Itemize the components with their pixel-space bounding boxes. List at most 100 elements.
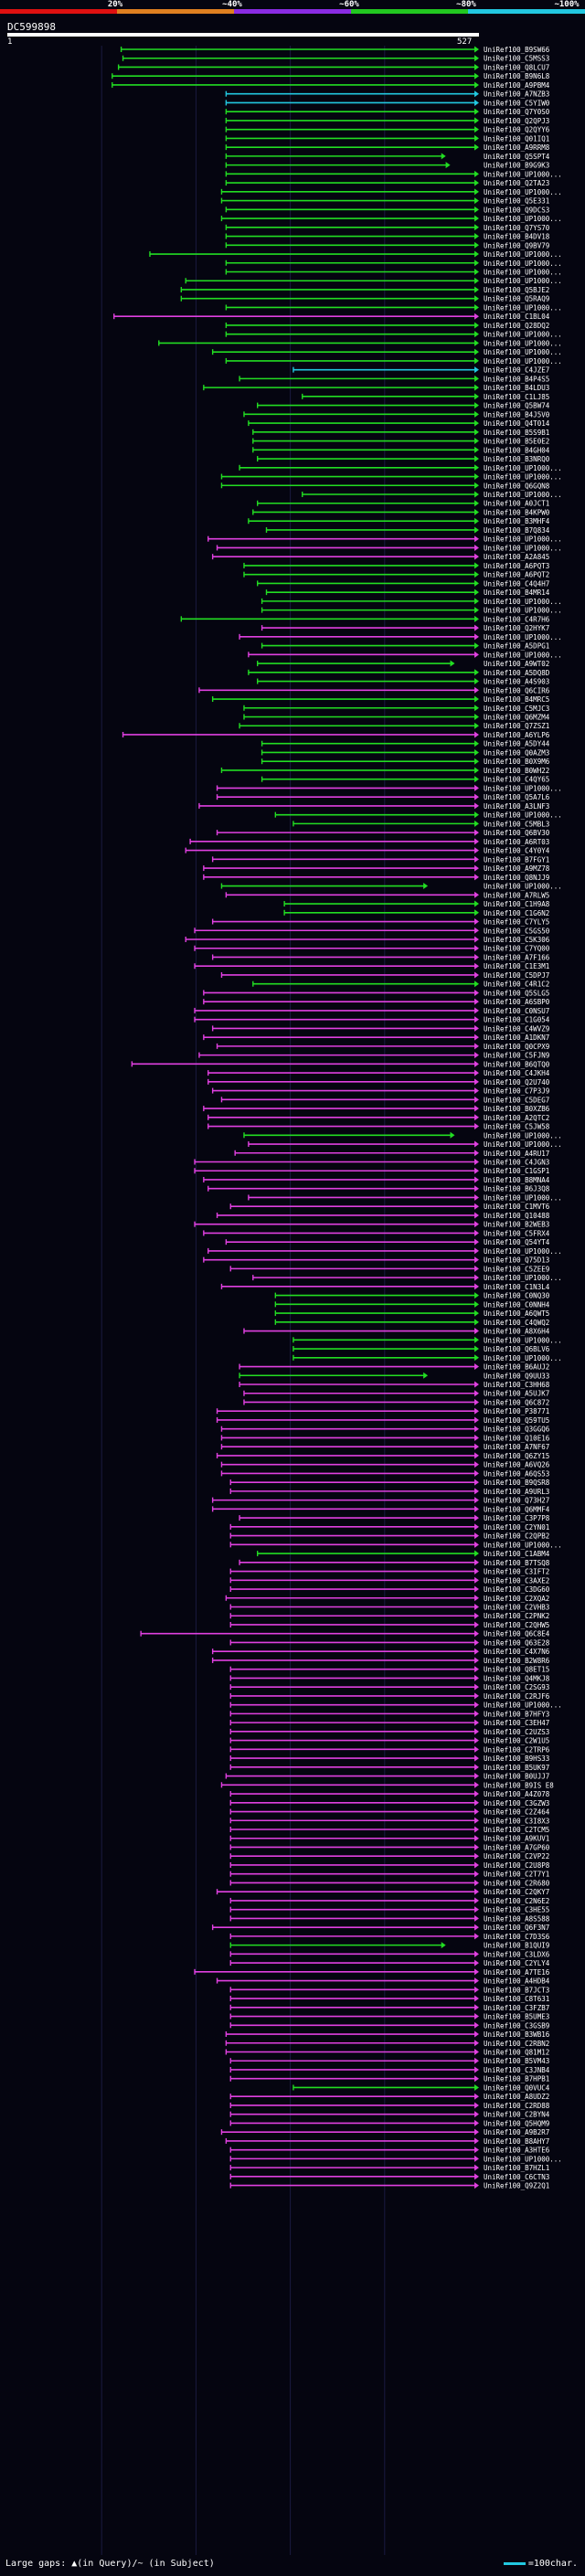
legend-scale-swatch [503,2561,526,2565]
hit-end-arrow [474,1381,479,1388]
hit-end-arrow [474,419,479,427]
hit-end-arrow [474,633,479,641]
hit-end-arrow [474,260,479,267]
hit-end-arrow [474,179,479,186]
hit-label: UniRef100_Q5SLG5 [484,989,549,997]
hit-end-arrow [474,1906,479,1913]
hit-end-arrow [474,1034,479,1041]
hit-label: UniRef100_A9WT02 [484,660,549,668]
hit-end-arrow [474,2013,479,2020]
hit-end-arrow [474,722,479,729]
hit-end-arrow [474,607,479,614]
hit-end-arrow [474,108,479,115]
hit-label: UniRef100_C1LJ85 [484,393,549,401]
hit-end-arrow [474,678,479,685]
hit-label: UniRef100_A5DY44 [484,740,550,748]
hit-label: UniRef100_A9MZ78 [484,864,550,873]
hit-label: UniRef100_B7TSQ8 [484,1559,550,1567]
hit-label: UniRef100_B2WEB3 [484,1221,549,1229]
hit-end-arrow [474,1737,479,1744]
hit-end-arrow [474,1114,479,1121]
hit-end-arrow [474,1479,479,1486]
hit-label: UniRef100_A8X6H4 [484,1328,550,1336]
hit-end-arrow [474,1817,479,1824]
hit-label: UniRef100_C1H9A8 [484,900,550,908]
hit-end-arrow [474,143,479,151]
hit-end-arrow [474,81,479,89]
hit-end-arrow [474,2155,479,2162]
hit-label: UniRef100_Q2HYK7 [484,624,549,632]
hit-end-arrow [474,1701,479,1709]
hit-end-arrow [474,1745,479,1753]
hit-end-arrow [474,1808,479,1816]
hit-end-arrow [474,1871,479,1878]
hit-end-arrow [474,491,479,498]
hit-end-arrow [474,953,479,960]
hit-end-arrow [474,1861,479,1869]
hit-label: UniRef100_B4LDU3 [484,384,549,392]
query-end-label: 527 [457,37,473,47]
hit-label: UniRef100_B9QSR8 [484,1479,550,1487]
hit-label: UniRef100_C5FJN9 [484,1052,549,1060]
hit-end-arrow [474,571,479,578]
hit-label: UniRef100_Q6MMF4 [484,1505,550,1513]
hit-end-arrow [474,891,479,898]
hit-label: UniRef100_Q3GGQ6 [484,1426,550,1434]
hit-label: UniRef100_B5UME3 [484,2013,549,2021]
hit-end-arrow [474,402,479,409]
hit-label: UniRef100_UP1000... [484,2155,562,2163]
hit-end-arrow [474,215,479,222]
hit-end-arrow [474,303,479,311]
hit-end-arrow [474,1123,479,1130]
hit-label: UniRef100_Q54YT4 [484,1238,550,1246]
hit-end-arrow [474,2102,479,2109]
hit-end-arrow [474,1621,479,1628]
hit-end-arrow [474,1532,479,1540]
hit-end-arrow [474,855,479,863]
hit-end-arrow [474,686,479,694]
hit-label: UniRef100_C2QHW5 [484,1621,549,1629]
hit-label: UniRef100_B9N6L8 [484,72,550,80]
hit-end-arrow [474,579,479,587]
hit-label: UniRef100_A2QTC2 [484,1114,549,1122]
hit-label: UniRef100_B4MRC5 [484,695,549,704]
hit-label: UniRef100_A7GP60 [484,1843,550,1851]
hit-end-arrow [474,1781,479,1788]
hit-end-arrow [474,962,479,970]
hit-end-arrow [474,918,479,926]
hit-label: UniRef100_C7P3J9 [484,1087,549,1096]
hit-end-arrow [474,269,479,275]
hit-label: UniRef100_UP1000... [484,303,562,312]
hit-end-arrow [474,1443,479,1450]
hit-end-arrow [474,1176,479,1183]
hit-end-arrow [474,705,479,712]
hit-end-arrow [474,784,479,791]
hit-end-arrow [474,241,479,249]
hit-end-arrow [474,1069,479,1076]
hit-end-arrow [474,2093,479,2100]
scale-label: 20% [107,0,123,9]
hit-label: UniRef100_C4JKH4 [484,1069,550,1077]
hit-label: UniRef100_C4JGN3 [484,1159,549,1167]
hit-end-arrow [474,99,479,106]
legend-scale-text: =100char. [527,2559,578,2569]
hit-end-arrow [474,1799,479,1807]
hit-end-arrow [474,2075,479,2083]
hit-label: UniRef100_C3DG60 [484,1585,550,1594]
hit-label: UniRef100_B9HS33 [484,1754,549,1763]
hit-end-arrow [474,1897,479,1904]
hit-end-arrow [474,1336,479,1343]
hit-label: UniRef100_UP1000... [484,260,562,268]
hit-label: UniRef100_A6PQT3 [484,562,549,570]
hit-end-arrow [474,1398,479,1405]
hit-end-arrow [474,526,479,534]
hit-end-arrow [474,1790,479,1797]
hit-end-arrow [474,1203,479,1210]
hit-end-arrow [474,981,479,988]
scale-label: ~100% [554,0,580,9]
hit-label: UniRef100_C2TCM5 [484,1826,549,1834]
hit-end-arrow [474,126,479,133]
hit-label: UniRef100_UP1000... [484,535,562,544]
hit-end-arrow [474,295,479,302]
hit-end-arrow [474,1541,479,1548]
